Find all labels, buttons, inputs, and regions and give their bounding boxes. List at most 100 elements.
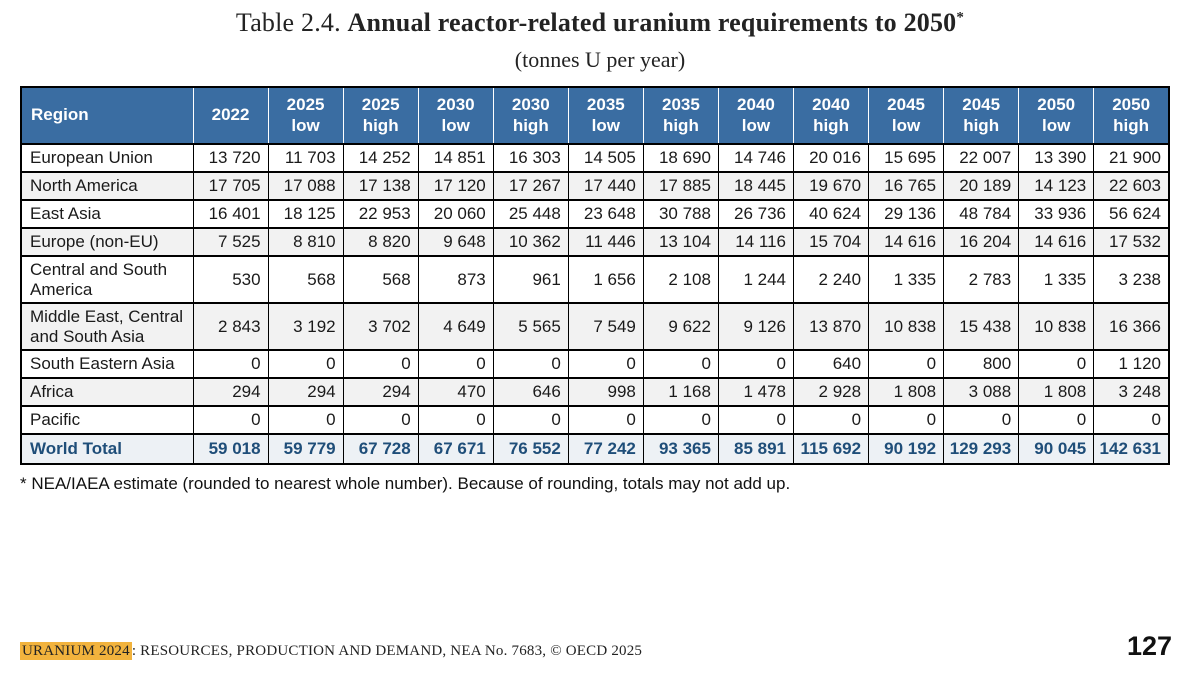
year-header-cell: 2030 high	[492, 87, 569, 144]
footer-source-line: URANIUM 2024: RESOURCES, PRODUCTION AND …	[20, 642, 643, 660]
value-cell: 20 189	[943, 171, 1020, 201]
value-cell: 115 692	[792, 433, 870, 466]
value-cell: 0	[267, 349, 344, 380]
value-cell: 4 649	[417, 302, 494, 352]
value-cell: 568	[342, 254, 419, 305]
value-cell: 2 843	[192, 302, 269, 352]
value-cell: 17 120	[417, 171, 494, 201]
table-row: European Union 13 720 11 703 14 252 14 851 16…	[20, 143, 1170, 173]
value-cell: 3 088	[943, 377, 1020, 408]
value-cell: 0	[492, 349, 569, 380]
value-cell: 21 900	[1093, 143, 1170, 173]
value-cell: 873	[417, 254, 494, 305]
region-cell: Africa	[20, 377, 194, 408]
table-title: Table 2.4. Annual reactor-related uraniu…	[20, 8, 1180, 38]
value-cell: 29 136	[868, 199, 945, 229]
value-cell: 5 565	[492, 302, 569, 352]
value-cell: 76 552	[492, 433, 569, 466]
value-cell: 9 622	[642, 302, 719, 352]
year-header-cell: 2025 high	[342, 87, 419, 144]
value-cell: 568	[267, 254, 344, 305]
page-footer: URANIUM 2024: RESOURCES, PRODUCTION AND …	[20, 633, 1172, 660]
value-cell: 1 808	[868, 377, 945, 408]
table-row: Central and South America 530 568 568 873 961…	[20, 254, 1170, 305]
value-cell: 3 238	[1093, 254, 1170, 305]
value-cell: 33 936	[1018, 199, 1095, 229]
value-cell: 0	[943, 405, 1020, 436]
value-cell: 294	[342, 377, 419, 408]
value-cell: 10 362	[492, 227, 569, 257]
value-cell: 20 060	[417, 199, 494, 229]
value-cell: 0	[717, 349, 795, 380]
value-cell: 0	[1093, 405, 1170, 436]
table-row: Europe (non-EU) 7 525 8 810 8 820 9 648 10 36…	[20, 227, 1170, 257]
uranium-requirements-table: Region 2022 2025 low 2025 high 2030 low 2030 hig…	[20, 86, 1170, 466]
total-row: World Total 59 018 59 779 67 728 67 671 76 55…	[20, 433, 1170, 466]
value-cell: 1 478	[717, 377, 795, 408]
value-cell: 129 293	[943, 433, 1020, 466]
value-cell: 19 670	[792, 171, 870, 201]
value-cell: 90 045	[1018, 433, 1095, 466]
value-cell: 998	[567, 377, 644, 408]
value-cell: 294	[192, 377, 269, 408]
value-cell: 16 401	[192, 199, 269, 229]
value-cell: 10 838	[1018, 302, 1095, 352]
value-cell: 0	[417, 349, 494, 380]
value-cell: 13 720	[192, 143, 269, 173]
footer-highlighted-title: URANIUM 2024	[20, 642, 132, 660]
value-cell: 14 505	[567, 143, 644, 173]
value-cell: 67 728	[342, 433, 419, 466]
value-cell: 14 616	[1018, 227, 1095, 257]
value-cell: 3 248	[1093, 377, 1170, 408]
value-cell: 16 765	[868, 171, 945, 201]
value-cell: 0	[1018, 405, 1095, 436]
region-cell: Central and South America	[20, 254, 194, 305]
value-cell: 0	[868, 349, 945, 380]
value-cell: 2 240	[792, 254, 870, 305]
value-cell: 30 788	[642, 199, 719, 229]
value-cell: 8 820	[342, 227, 419, 257]
year-header-cell: 2035 high	[642, 87, 719, 144]
value-cell: 22 603	[1093, 171, 1170, 201]
footer-source-rest: : RESOURCES, PRODUCTION AND DEMAND, NEA …	[131, 643, 643, 659]
value-cell: 17 885	[642, 171, 719, 201]
value-cell: 40 624	[792, 199, 870, 229]
value-cell: 85 891	[717, 433, 795, 466]
year-header-cell: 2045 low	[868, 87, 944, 144]
value-cell: 59 018	[192, 433, 269, 466]
value-cell: 18 445	[717, 171, 795, 201]
region-cell: European Union	[20, 143, 194, 173]
value-cell: 7 525	[192, 227, 269, 257]
value-cell: 15 695	[868, 143, 945, 173]
region-cell: Europe (non-EU)	[20, 227, 194, 257]
value-cell: 25 448	[492, 199, 569, 229]
value-cell: 0	[792, 405, 870, 436]
table-row: Pacific 0 0 0 0 0 0 0 0 0 0 0 0 0	[20, 405, 1170, 436]
value-cell: 0	[492, 405, 569, 436]
region-cell: East Asia	[20, 199, 194, 229]
value-cell: 13 390	[1018, 143, 1095, 173]
table-subtitle: (tonnes U per year)	[514, 47, 686, 72]
value-cell: 16 366	[1093, 302, 1170, 352]
value-cell: 1 120	[1093, 349, 1170, 380]
value-cell: 17 440	[567, 171, 644, 201]
value-cell: 0	[717, 405, 795, 436]
value-cell: 0	[567, 349, 644, 380]
value-cell: 8 810	[267, 227, 344, 257]
value-cell: 17 705	[192, 171, 269, 201]
value-cell: 1 335	[868, 254, 945, 305]
value-cell: 0	[192, 349, 269, 380]
table-row: North America 17 705 17 088 17 138 17 120 17 …	[20, 171, 1170, 201]
value-cell: 2 928	[792, 377, 870, 408]
value-cell: 10 838	[868, 302, 945, 352]
year-header-cell: 2030 low	[417, 87, 494, 144]
region-header-cell: Region	[21, 87, 193, 144]
value-cell: 1 656	[567, 254, 644, 305]
value-cell: 3 702	[342, 302, 419, 352]
value-cell: 0	[642, 349, 719, 380]
value-cell: 23 648	[567, 199, 644, 229]
table-row: South Eastern Asia 0 0 0 0 0 0 0 0 640 0 800 0 1 120	[20, 349, 1170, 380]
value-cell: 14 616	[868, 227, 945, 257]
value-cell: 67 671	[417, 433, 494, 466]
year-header-cell: 2050 low	[1018, 87, 1094, 144]
